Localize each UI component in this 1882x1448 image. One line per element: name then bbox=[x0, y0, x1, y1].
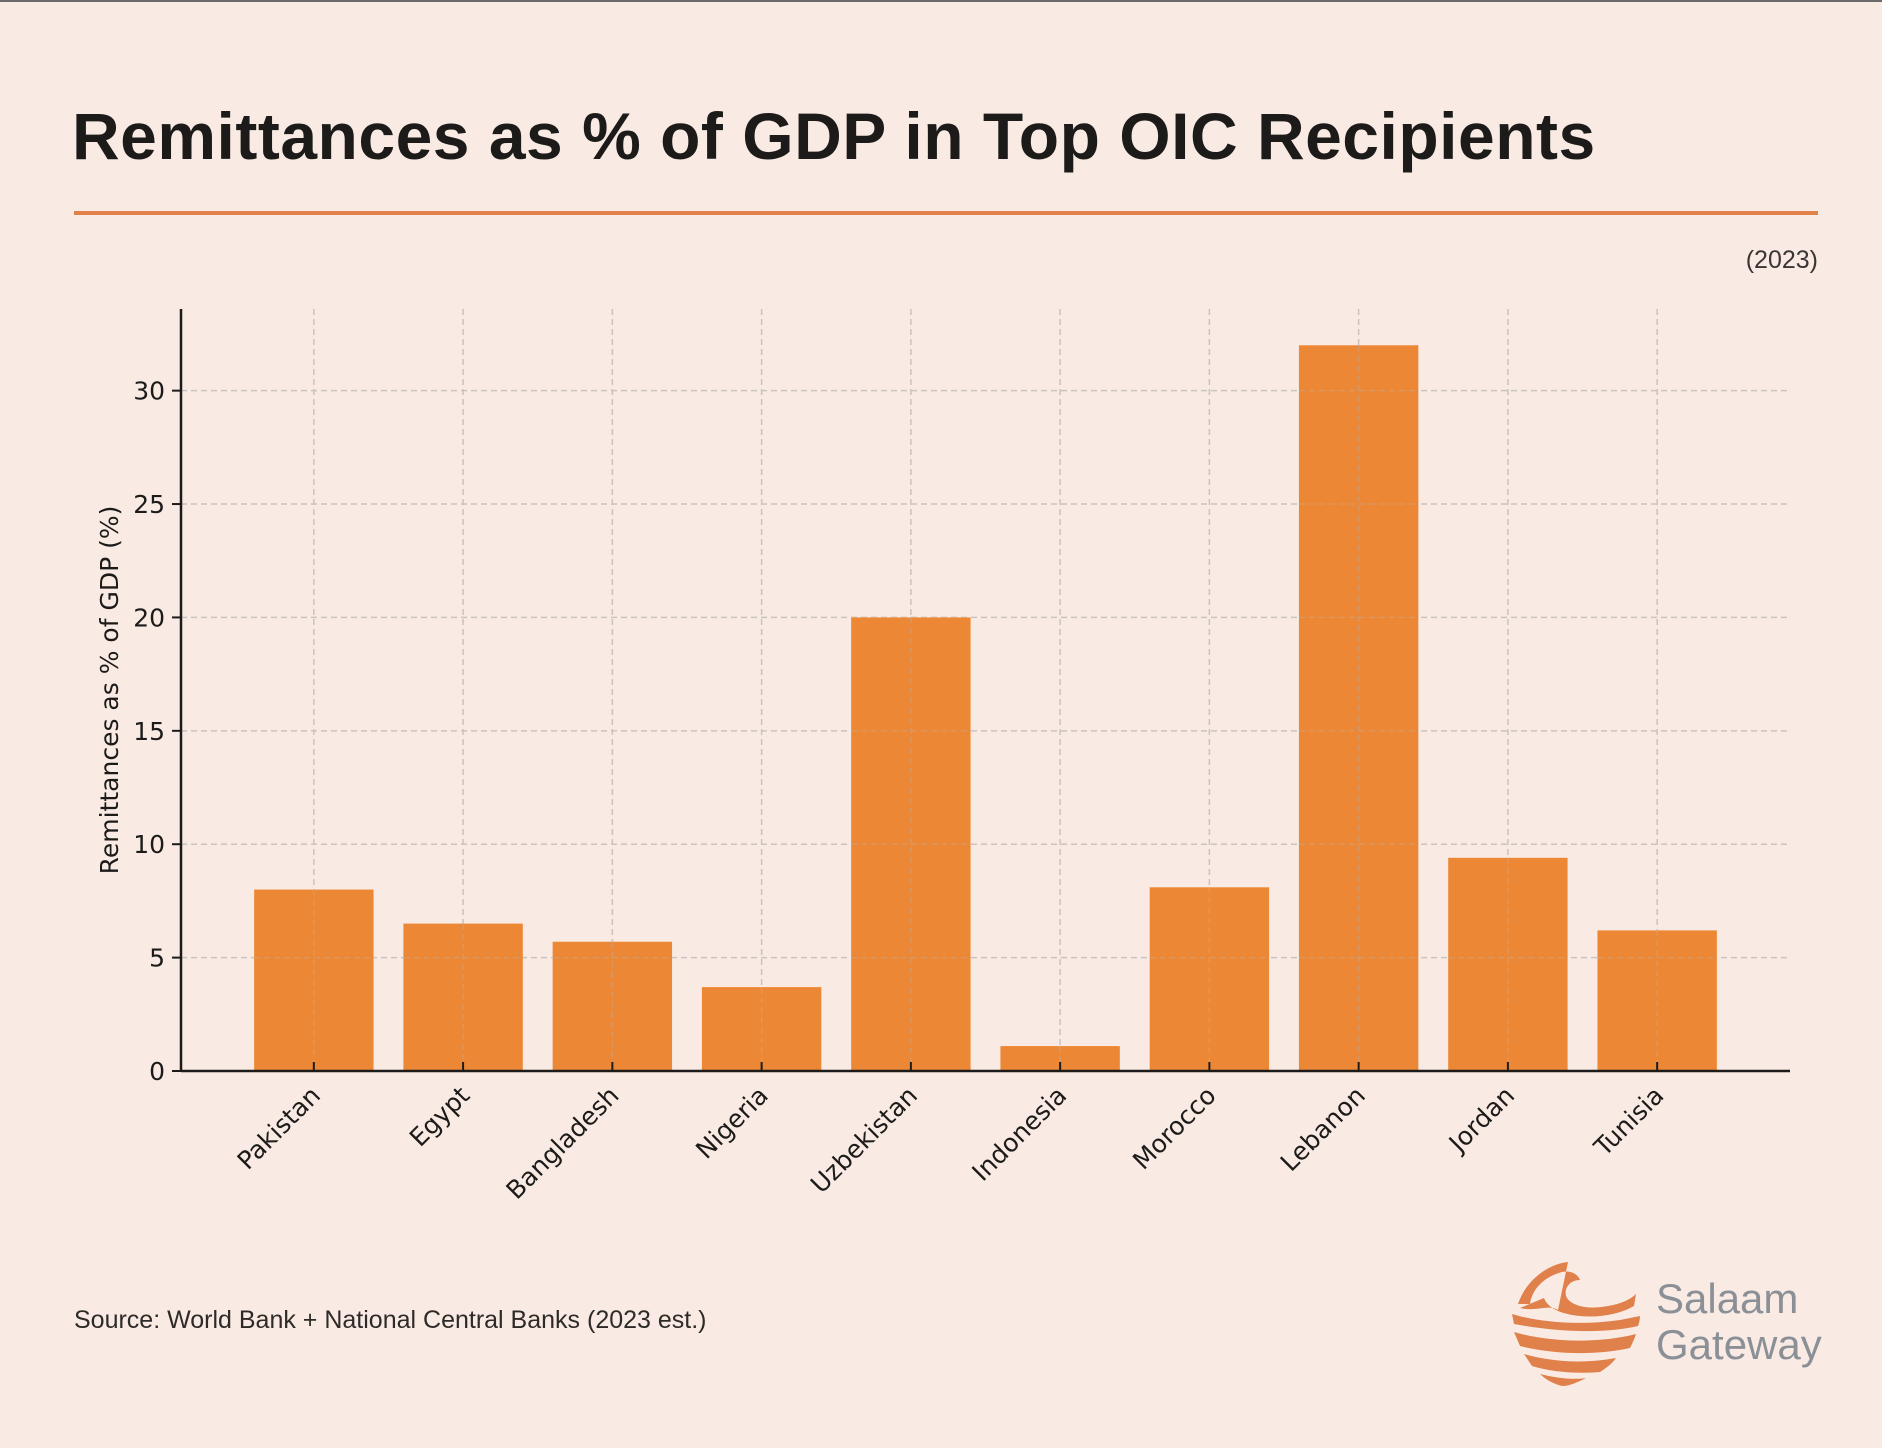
y-tick-label: 0 bbox=[149, 1057, 165, 1086]
title-divider bbox=[74, 211, 1818, 215]
y-tick-label: 20 bbox=[133, 603, 165, 632]
brand-line-2: Gateway bbox=[1656, 1321, 1822, 1368]
source-note: Source: World Bank + National Central Ba… bbox=[74, 1306, 707, 1334]
x-tick-labels: Pakistan Egypt Bangladesh Nigeria Uzbekistan… bbox=[232, 1081, 1670, 1205]
x-tick-label: Tunisia bbox=[1588, 1081, 1670, 1163]
bars bbox=[254, 345, 1717, 1071]
salaam-gateway-logo-icon bbox=[1512, 1262, 1640, 1386]
y-tick-label: 5 bbox=[149, 944, 165, 973]
y-tick-labels: 0 5 10 15 20 25 30 bbox=[133, 377, 165, 1086]
x-tick-label: Egypt bbox=[404, 1081, 476, 1153]
x-tick-label: Morocco bbox=[1127, 1081, 1222, 1176]
chart-title: Remittances as % of GDP in Top OIC Recip… bbox=[72, 99, 1596, 173]
axes bbox=[172, 309, 1790, 1073]
brand-line-1: Salaam bbox=[1656, 1275, 1799, 1322]
year-note: (2023) bbox=[1745, 246, 1818, 274]
x-tick-label: Pakistan bbox=[232, 1081, 327, 1176]
x-tick-label: Indonesia bbox=[966, 1081, 1072, 1187]
x-tick-label: Jordan bbox=[1442, 1081, 1520, 1159]
x-tick-label: Lebanon bbox=[1275, 1081, 1371, 1177]
y-tick-label: 10 bbox=[133, 830, 165, 859]
x-tick-label: Uzbekistan bbox=[805, 1081, 923, 1199]
y-axis-label: Remittances as % of GDP (%) bbox=[95, 506, 124, 875]
y-tick-label: 30 bbox=[133, 377, 165, 406]
top-border bbox=[0, 0, 1882, 2]
y-tick-label: 25 bbox=[133, 490, 165, 519]
x-tick-label: Bangladesh bbox=[500, 1081, 624, 1205]
brand-name: Salaam Gateway bbox=[1656, 1276, 1822, 1368]
y-tick-label: 15 bbox=[133, 717, 165, 746]
x-tick-label: Nigeria bbox=[690, 1081, 774, 1165]
